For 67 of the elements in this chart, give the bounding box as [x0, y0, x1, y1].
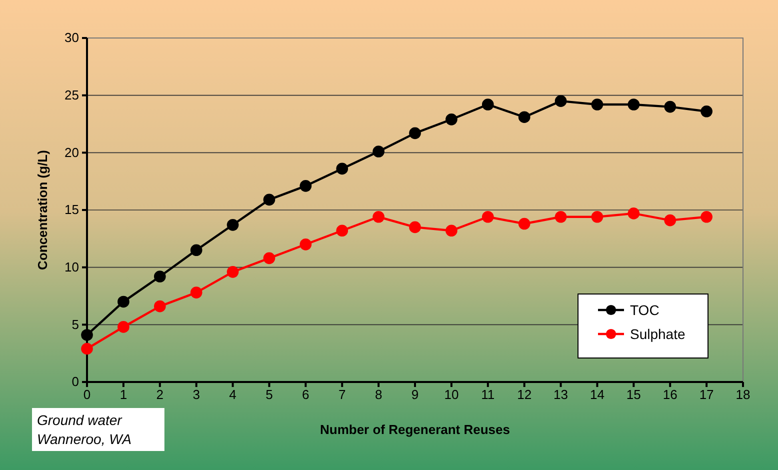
x-tick-label: 15: [626, 387, 641, 402]
y-tick-label: 10: [64, 259, 79, 274]
point: [518, 218, 530, 230]
point: [554, 95, 567, 107]
x-tick-label: 3: [192, 387, 200, 402]
point: [300, 238, 312, 250]
point: [700, 105, 712, 118]
y-tick-label: 5: [72, 316, 79, 332]
point: [664, 214, 676, 226]
point: [554, 210, 567, 223]
x-tick-label: 2: [156, 387, 164, 402]
point: [409, 221, 421, 234]
point: [628, 98, 640, 110]
x-tick-label: 5: [266, 387, 273, 402]
x-tick-label: 8: [374, 387, 382, 402]
y-axis-title: Concentration (g/L): [35, 150, 50, 270]
point: [482, 98, 494, 110]
y-tick-label: 0: [72, 374, 79, 390]
legend-label: TOC: [630, 302, 660, 318]
x-tick-label: 12: [517, 387, 532, 402]
point: [190, 286, 202, 298]
point: [154, 270, 166, 282]
point: [118, 321, 130, 333]
point: [591, 98, 604, 110]
point: [263, 194, 276, 206]
point: [409, 127, 421, 140]
x-tick-label: 14: [590, 387, 604, 402]
x-tick-label: 16: [662, 387, 678, 402]
y-tick-label: 20: [64, 144, 79, 160]
x-tick-label: 18: [736, 387, 750, 402]
point: [518, 111, 530, 124]
point: [700, 210, 712, 223]
point: [226, 219, 239, 231]
point: [446, 224, 458, 237]
x-tick-label: 10: [444, 387, 459, 402]
point: [81, 342, 93, 355]
text: Ground water Wanneroo, WA: [37, 412, 132, 447]
x-axis-title: Number of Regenerant Reuses: [320, 422, 510, 437]
x-tick-label: 7: [338, 387, 346, 402]
point: [372, 210, 384, 223]
point: [482, 210, 494, 223]
point: [263, 252, 276, 264]
point: [372, 146, 384, 158]
x-tick-label: 6: [302, 387, 310, 402]
x-tick-label: 13: [554, 387, 568, 402]
x-tick-label: 17: [699, 387, 714, 402]
x-tick-label: 0: [83, 387, 91, 402]
point: [226, 266, 239, 278]
x-tick-label: 11: [481, 387, 495, 402]
point: [664, 100, 676, 113]
y-tick-label: 25: [64, 87, 79, 102]
point: [154, 300, 166, 312]
point: [336, 224, 348, 237]
legend-label: Sulphate: [630, 326, 686, 342]
point: [81, 329, 93, 341]
y-tick-label: 15: [64, 202, 79, 218]
point: [446, 114, 458, 126]
point: [628, 208, 640, 220]
point: [118, 296, 130, 308]
point: [300, 180, 312, 192]
x-tick-label: 4: [229, 387, 236, 402]
x-tick-label: 1: [120, 387, 128, 402]
point: [591, 210, 604, 223]
x-tick-label: 9: [411, 387, 419, 402]
y-tick-label: 30: [64, 30, 79, 46]
point: [336, 162, 348, 175]
point: [190, 244, 202, 256]
